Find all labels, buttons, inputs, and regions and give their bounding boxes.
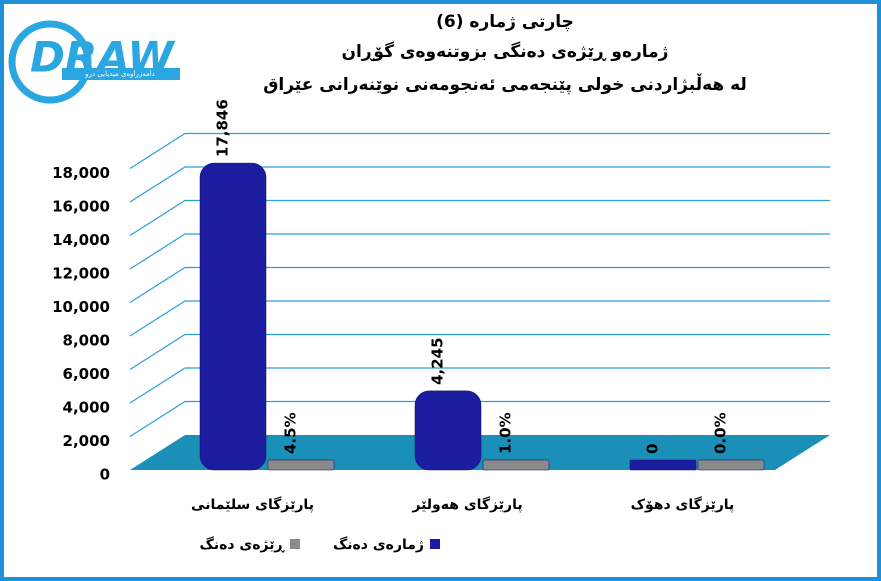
data-label: 4.5% [282, 412, 300, 454]
x-tick-label: پارێزگای دهۆک [631, 496, 735, 513]
legend-swatch [430, 539, 440, 549]
grid-line [129, 132, 830, 170]
y-tick-label: 6,000 [63, 365, 110, 383]
y-tick-label: 18,000 [52, 164, 110, 182]
chart-title: چارتی ژمارە (6) [436, 12, 574, 32]
bar [697, 459, 765, 471]
data-label: 0 [644, 444, 662, 454]
data-label: 4,245 [429, 337, 447, 384]
y-tick-label: 10,000 [52, 298, 110, 316]
data-label: 17,846 [214, 99, 232, 157]
y-tick-label: 4,000 [63, 399, 110, 417]
grid-line [129, 199, 830, 237]
logo-band [62, 68, 180, 80]
grid-line [129, 266, 830, 304]
grid-line [129, 300, 830, 337]
logo: DRAW دامەزراوەی میدیایی درو [8, 20, 180, 104]
grid-line [129, 400, 830, 438]
y-tick-label: 8,000 [63, 332, 110, 350]
chart-title: لە هەڵبژاردنی خولی پێنجەمی ئەنجومەنی نوێ… [263, 73, 747, 95]
legend-swatch [290, 539, 300, 549]
legend-label: ڕێژەی دەنگ [199, 536, 285, 553]
y-tick-label: 2,000 [63, 432, 110, 450]
y-tick-label: 12,000 [52, 265, 110, 283]
x-tick-label: پارێزگای سلێمانی [191, 496, 314, 513]
x-tick-label: پارێزگای هەولێر [411, 496, 522, 513]
logo-subtext: دامەزراوەی میدیایی درو [84, 70, 155, 78]
y-tick-label: 0 [100, 466, 110, 484]
logo-ring [8, 20, 92, 104]
bar [267, 459, 335, 471]
legend-label: ژمارەی دەنگ [333, 536, 424, 553]
bar [199, 162, 267, 471]
bar [629, 459, 697, 471]
grid-line [129, 166, 830, 203]
bar [482, 459, 550, 471]
y-tick-label: 14,000 [52, 231, 110, 249]
grid-line [129, 233, 830, 270]
y-tick-label: 16,000 [52, 198, 110, 216]
chart-title: ژمارەو ڕێژەی دەنگی بزوتنەوەی گۆڕان [342, 41, 669, 62]
grid-line [129, 333, 830, 371]
grid-line [129, 367, 830, 404]
bar [414, 390, 482, 471]
data-label: 1.0% [497, 412, 515, 454]
data-label: 0.0% [712, 412, 730, 454]
